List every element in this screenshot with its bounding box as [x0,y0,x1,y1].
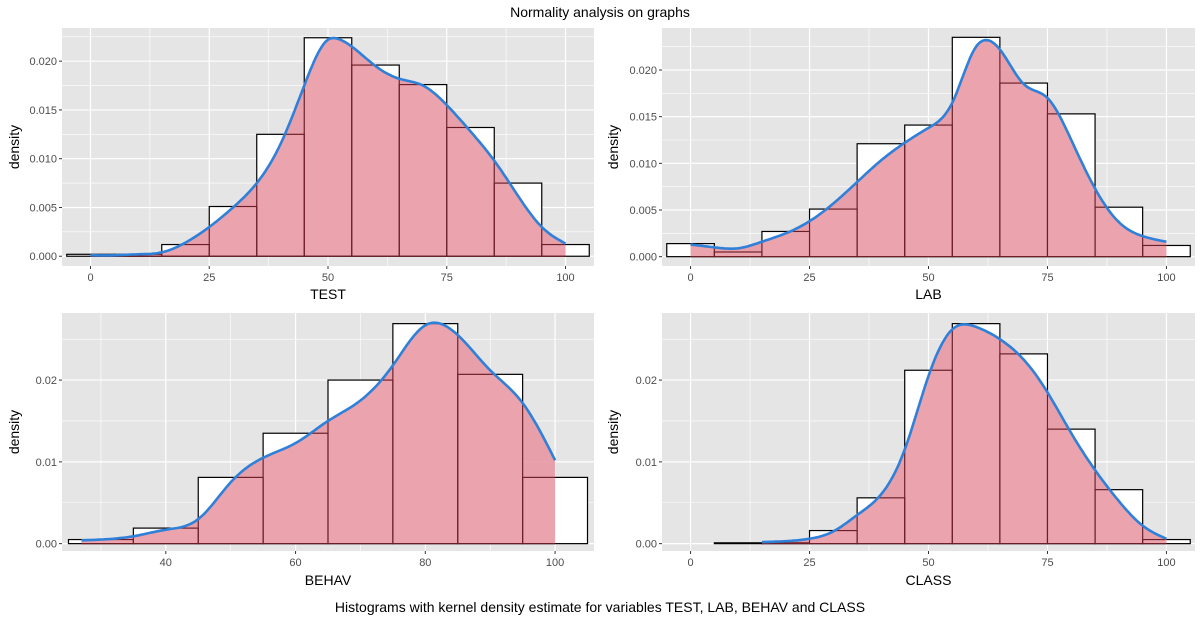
panel-lab-xlabel: LAB [915,286,941,302]
panel-test-ytick-label: 0.010 [29,154,57,166]
panel-lab-xtick-label: 25 [803,272,815,284]
panel-behav-ytick-label: 0.01 [36,457,57,469]
panel-test: 0 25 50 75 100 0.000 0.005 0.010 0.015 0.020 TEST d… [6,28,594,302]
panel-class-density-area [761,324,1167,544]
panel-lab-ytick-label: 0.015 [629,112,657,124]
panel-test-xtick-label: 25 [203,272,215,284]
panel-test-xtick-label: 0 [87,272,93,284]
panel-lab-xtick-label: 50 [922,272,934,284]
panel-behav-xtick-label: 80 [419,557,431,569]
panel-test-ytick-label: 0.020 [29,56,57,68]
panel-test-ylabel: density [6,125,22,169]
panel-lab-ytick-label: 0.020 [629,65,657,77]
panel-test-xtick-label: 100 [556,272,574,284]
panel-class-xtick-label: 100 [1157,557,1175,569]
panel-class-xtick-label: 25 [803,557,815,569]
panel-lab-xtick-label: 100 [1157,272,1175,284]
panel-behav-xtick-label: 60 [289,557,301,569]
panel-class-xlabel: CLASS [906,572,952,588]
figure-title: Normality analysis on graphs [510,4,690,20]
panel-lab-plot-area [666,36,1191,258]
panel-class-xtick-label: 0 [687,557,693,569]
panel-behav-area-bin-outline [522,476,556,544]
panel-class-xtick-label: 50 [922,557,934,569]
panel-lab-density-line [690,38,1167,250]
panel-class-area-bin-outline [1142,538,1167,544]
panel-behav-xtick-label: 100 [546,557,564,569]
panel-behav-xlabel: BEHAV [305,572,352,588]
panel-lab-ylabel: density [605,125,621,169]
panel-test-xtick-label: 75 [441,272,453,284]
panel-lab-area-bin-outline [1142,244,1167,257]
panel-test-xtick-label: 50 [322,272,334,284]
panel-class: 0 25 50 75 100 0.00 0.01 0.02 CLASS density [605,313,1195,588]
panel-test-density-line [90,36,567,257]
panel-test-ytick-label: 0.005 [29,202,57,214]
panel-test-plot-area [66,36,590,257]
panel-test-area-bin-outline [541,243,566,257]
panel-behav-ylabel: density [6,410,22,454]
panel-class-ytick-label: 0.00 [636,539,657,551]
panel-lab-ytick-label: 0.000 [629,252,657,264]
panel-class-histogram-bar [713,542,763,545]
panel-class-xtick-label: 75 [1041,557,1053,569]
panel-lab: 0 25 50 75 100 0.000 0.005 0.010 0.015 0.020 LAB de… [605,28,1195,302]
panel-lab-ytick-label: 0.005 [629,205,657,217]
panel-behav-area-bin-outline [457,373,524,544]
panel-behav-ytick-label: 0.02 [36,375,57,387]
panel-class-density-line [761,323,1167,544]
panel-test-xlabel: TEST [310,286,346,302]
panel-behav-density-line [81,321,557,542]
figure-caption: Histograms with kernel density estimate … [335,599,865,615]
panel-lab-xtick-label: 75 [1041,272,1053,284]
panel-class-ylabel: density [605,410,621,454]
panel-behav-ytick-label: 0.00 [36,539,57,551]
panel-lab-area-bin-outline [690,243,715,257]
panel-behav-xtick-label: 40 [160,557,172,569]
panel-class-ytick-label: 0.02 [636,375,657,387]
panel-test-ytick-label: 0.000 [29,251,57,263]
panel-behav: 40 60 80 100 0.00 0.01 0.02 BEHAV density [6,313,594,588]
panel-class-plot-area [713,323,1191,545]
panel-behav-plot-area [67,321,589,545]
panel-test-ytick-label: 0.015 [29,105,57,117]
panels: 0 25 50 75 1000.0000.0050.0100.0150.020TESTd… [6,28,1195,588]
panel-lab-ytick-label: 0.010 [629,158,657,170]
panel-class-ytick-label: 0.01 [636,457,657,469]
panel-lab-xtick-label: 0 [687,272,693,284]
